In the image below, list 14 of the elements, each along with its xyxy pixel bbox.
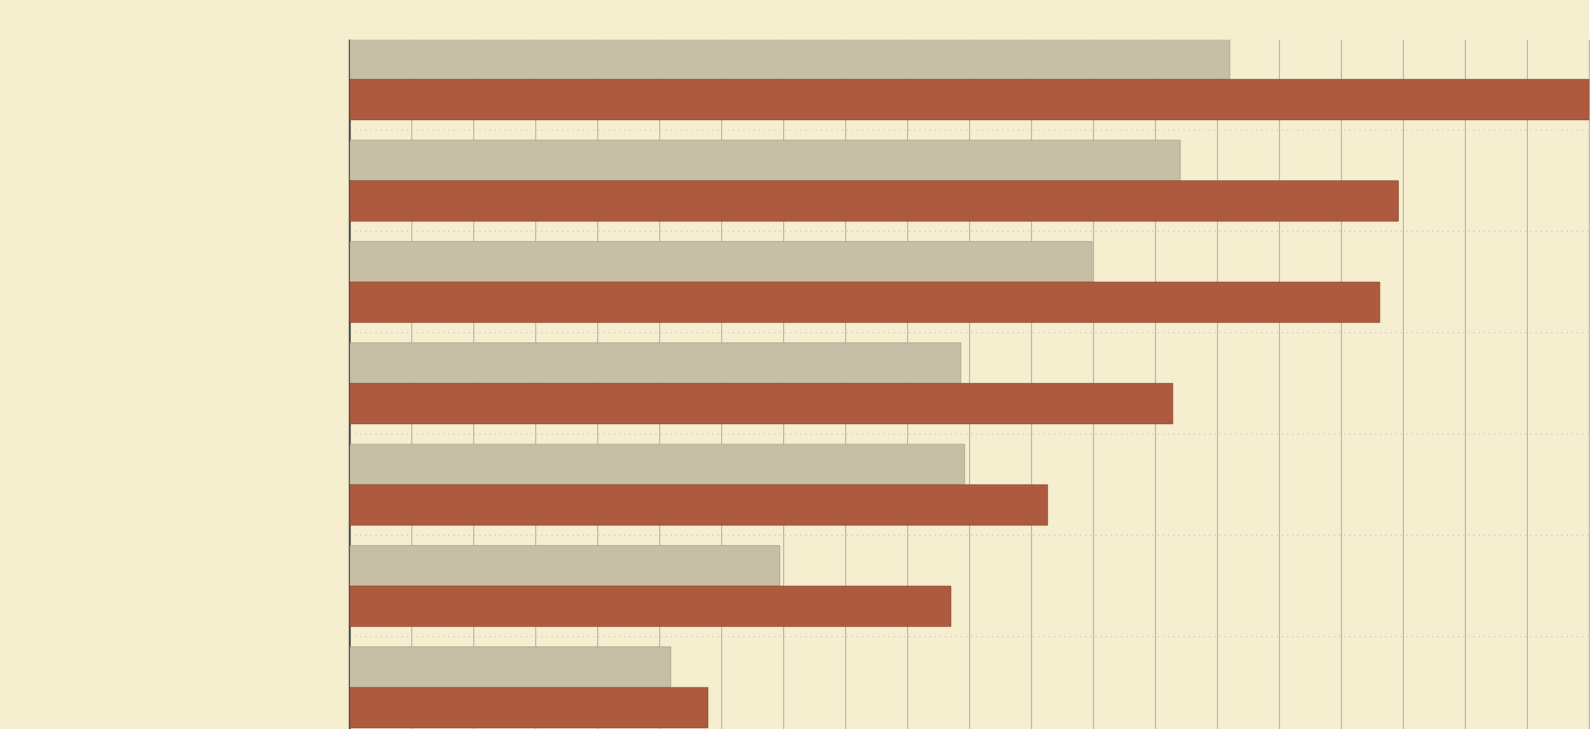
bar <box>349 646 672 688</box>
bar <box>349 180 1399 222</box>
bar <box>349 545 781 587</box>
bar <box>349 383 1174 425</box>
bar <box>349 585 952 628</box>
bar <box>349 241 1093 283</box>
bar <box>349 79 1590 121</box>
bar <box>349 484 1048 526</box>
bar <box>349 140 1181 182</box>
bar <box>349 687 709 729</box>
bar <box>349 281 1381 324</box>
bar <box>349 444 965 486</box>
bar <box>349 40 1231 80</box>
bar <box>349 342 962 384</box>
